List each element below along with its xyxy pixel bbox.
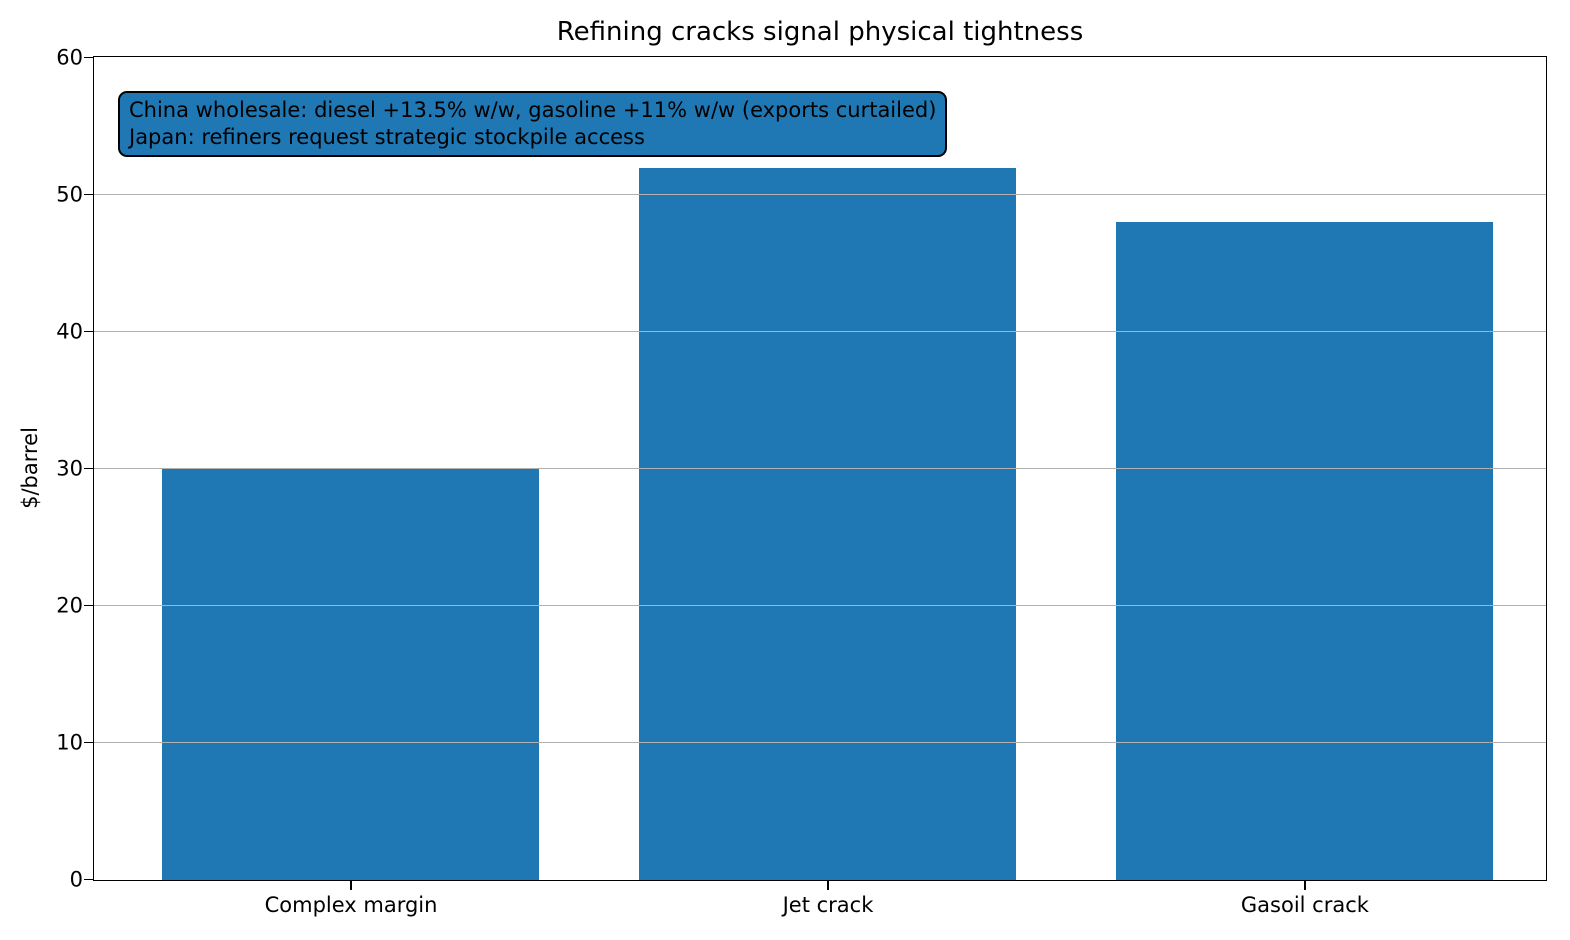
x-tick-mark-3: [1304, 881, 1306, 890]
y-tick-mark-20: [84, 604, 93, 607]
x-tick-mark-1: [350, 881, 352, 890]
y-tick-label-20: 20: [56, 593, 83, 618]
chart-title: Refining cracks signal physical tightnes…: [556, 17, 1084, 47]
y-tick-label-30: 30: [56, 456, 83, 481]
x-tick-label-jet-crack: Jet crack: [782, 893, 874, 917]
bar-complex-margin: [161, 469, 540, 880]
y-tick-label-40: 40: [56, 319, 83, 344]
bar-jet-crack: [638, 167, 1017, 880]
y-tick-mark-60: [84, 56, 93, 59]
annotation-line-japan: Japan: refiners request strategic stockp…: [129, 124, 645, 149]
y-tick-label-50: 50: [56, 182, 83, 207]
annotation-line-china: China wholesale: diesel +13.5% w/w, gaso…: [129, 98, 937, 122]
gridline-y-30: [94, 468, 1546, 470]
y-tick-mark-40: [84, 330, 93, 333]
x-tick-label-gasoil-crack: Gasoil crack: [1240, 893, 1369, 917]
gridline-y-10: [94, 742, 1546, 744]
y-tick-label-0: 0: [69, 867, 83, 892]
plot-area: China wholesale: diesel +13.5% w/w, gaso…: [93, 56, 1547, 881]
bar-gasoil-crack: [1115, 222, 1494, 880]
y-tick-label-10: 10: [56, 730, 83, 755]
annotation-box: China wholesale: diesel +13.5% w/w, gaso…: [118, 91, 948, 157]
gridline-y-20: [94, 605, 1546, 607]
y-tick-mark-30: [84, 467, 93, 470]
gridline-y-50: [94, 194, 1546, 196]
y-tick-mark-50: [84, 193, 93, 196]
x-tick-label-complex-margin: Complex margin: [264, 893, 438, 917]
y-tick-mark-0: [84, 878, 93, 881]
gridline-y-40: [94, 331, 1546, 333]
y-tick-mark-10: [84, 741, 93, 744]
y-tick-label-60: 60: [56, 45, 83, 70]
x-tick-mark-2: [827, 881, 829, 890]
